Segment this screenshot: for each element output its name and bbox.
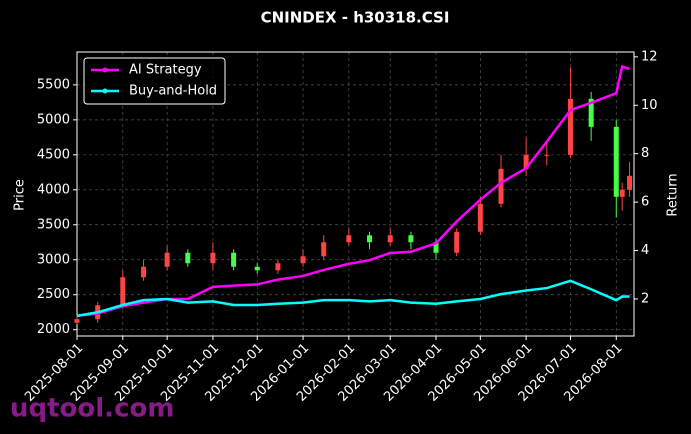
- candle-body: [544, 154, 550, 156]
- legend: AI Strategy Buy-and-Hold: [83, 57, 226, 105]
- candle-body: [498, 168, 504, 204]
- y-tick-label: 4500: [37, 147, 70, 162]
- legend-label: AI Strategy: [129, 63, 202, 78]
- candle-body: [254, 266, 260, 271]
- chart-title: CNINDEX - h30318.CSI: [261, 9, 450, 27]
- legend-marker: [102, 88, 108, 94]
- y2-tick-label: 8: [641, 146, 649, 161]
- candle-body: [454, 231, 460, 253]
- candle-body: [231, 252, 237, 267]
- candle-body: [433, 242, 439, 253]
- y-tick-label: 4000: [37, 182, 70, 197]
- legend-box: [83, 57, 226, 105]
- candle-body: [140, 266, 146, 278]
- candle-body: [74, 319, 80, 323]
- candle-body: [477, 203, 483, 232]
- watermark: uqtool.com: [10, 394, 174, 424]
- candle-body: [164, 252, 170, 267]
- candle-body: [367, 235, 373, 243]
- candle-body: [300, 256, 306, 264]
- candle-body: [523, 154, 529, 169]
- candle-body: [619, 189, 625, 197]
- y2-axis-label: Return: [666, 173, 681, 216]
- y-axis-label: Price: [13, 179, 28, 211]
- candle-body: [408, 235, 414, 243]
- line-series: [76, 279, 630, 318]
- candle-body: [210, 252, 216, 264]
- candle-body: [627, 175, 633, 190]
- candle-body: [120, 277, 126, 306]
- legend-marker: [102, 67, 108, 73]
- candle-body: [346, 235, 352, 243]
- y-tick-label: 5000: [37, 112, 70, 127]
- y2-tick-label: 4: [641, 243, 649, 258]
- y2-tick-label: 12: [641, 49, 658, 64]
- candle-body: [321, 242, 327, 257]
- y-tick-label: 2000: [37, 322, 70, 337]
- legend-label: Buy-and-Hold: [129, 84, 217, 99]
- y2-tick-label: 10: [641, 98, 658, 113]
- candle-body: [387, 235, 393, 243]
- y2-tick-label: 6: [641, 195, 649, 210]
- y-tick-label: 3000: [37, 252, 70, 267]
- candle-body: [567, 98, 573, 155]
- candle-body: [275, 263, 281, 271]
- candle-body: [185, 252, 191, 264]
- y-tick-label: 2500: [37, 287, 70, 302]
- y2-tick-label: 2: [641, 291, 649, 306]
- candle-body: [588, 98, 594, 127]
- plot-frame: [76, 51, 635, 337]
- candle-body: [613, 126, 619, 197]
- y-tick-label: 5500: [37, 77, 70, 92]
- y-tick-label: 3500: [37, 217, 70, 232]
